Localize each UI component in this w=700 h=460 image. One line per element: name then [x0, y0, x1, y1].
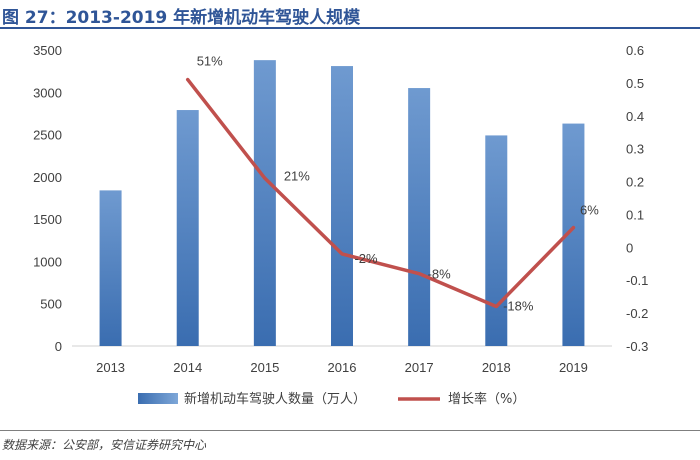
y2-tick-label: 0.5: [626, 76, 644, 91]
x-tick-label: 2016: [328, 360, 357, 375]
growth-rate-label: 21%: [284, 168, 310, 183]
growth-rate-label: -8%: [428, 267, 452, 282]
growth-rate-line: [185, 77, 576, 309]
x-tick-label: 2019: [559, 360, 588, 375]
growth-rate-label: -18%: [503, 299, 534, 314]
x-tick-label: 2017: [405, 360, 434, 375]
x-tick-label: 2013: [96, 360, 125, 375]
bar: [562, 123, 585, 346]
growth-rate-label: -2%: [354, 251, 378, 266]
legend-swatch-bar: [138, 393, 178, 404]
growth-rate-label: 51%: [197, 54, 223, 69]
title-divider: [0, 27, 700, 29]
growth-rate-label: 6%: [580, 203, 599, 218]
y-tick-label: 3500: [33, 43, 62, 58]
y2-tick-label: 0: [626, 240, 633, 255]
bar: [485, 135, 508, 346]
chart-area: 0 500 1000 1500 2000 2500 3000 3500 -0.3 -0.2 -0.1…: [33, 43, 648, 407]
y-tick-label: 2500: [33, 128, 62, 143]
growth-rate-point: [186, 78, 190, 82]
x-tick-label: 2018: [482, 360, 511, 375]
y-tick-label: 3000: [33, 85, 62, 100]
bar: [253, 60, 276, 347]
x-tick-label: 2014: [173, 360, 202, 375]
bar: [176, 110, 199, 346]
y-tick-label: 500: [40, 297, 62, 312]
y2-tick-label: 0.6: [626, 43, 644, 58]
y2-tick-label: 0.1: [626, 207, 644, 222]
y-tick-label: 1500: [33, 212, 62, 227]
y2-tick-label: -0.3: [626, 339, 648, 354]
y2-tick-label: 0.4: [626, 109, 644, 124]
legend-label-bar: 新增机动车驾驶人数量（万人）: [184, 391, 366, 407]
chart-title: 图 27：2013-2019 年新增机动车驾驶人规模: [2, 8, 361, 28]
growth-rate-point: [494, 305, 498, 309]
growth-rate-point: [340, 252, 344, 256]
y2-tick-label: -0.1: [626, 273, 648, 288]
y-tick-label: 1000: [33, 254, 62, 269]
y2-tick-label: 0.2: [626, 175, 644, 190]
growth-rate-point: [417, 272, 421, 276]
growth-rate-point: [571, 226, 575, 230]
x-tick-label: 2015: [250, 360, 279, 375]
bar: [331, 66, 353, 346]
title-row: 图 27：2013-2019 年新增机动车驾驶人规模: [0, 0, 700, 30]
y2-tick-label: 0.3: [626, 142, 644, 157]
legend-label-line: 增长率（%）: [448, 391, 525, 407]
growth-rate-point: [263, 176, 267, 180]
y-tick-label: 2000: [33, 170, 62, 185]
y2-tick-label: -0.2: [626, 306, 648, 321]
bar: [99, 190, 122, 346]
bar: [408, 88, 431, 347]
y-tick-label: 0: [55, 339, 62, 354]
source-divider: [0, 430, 700, 431]
source-note: 数据来源：公安部，安信证券研究中心: [2, 438, 207, 452]
